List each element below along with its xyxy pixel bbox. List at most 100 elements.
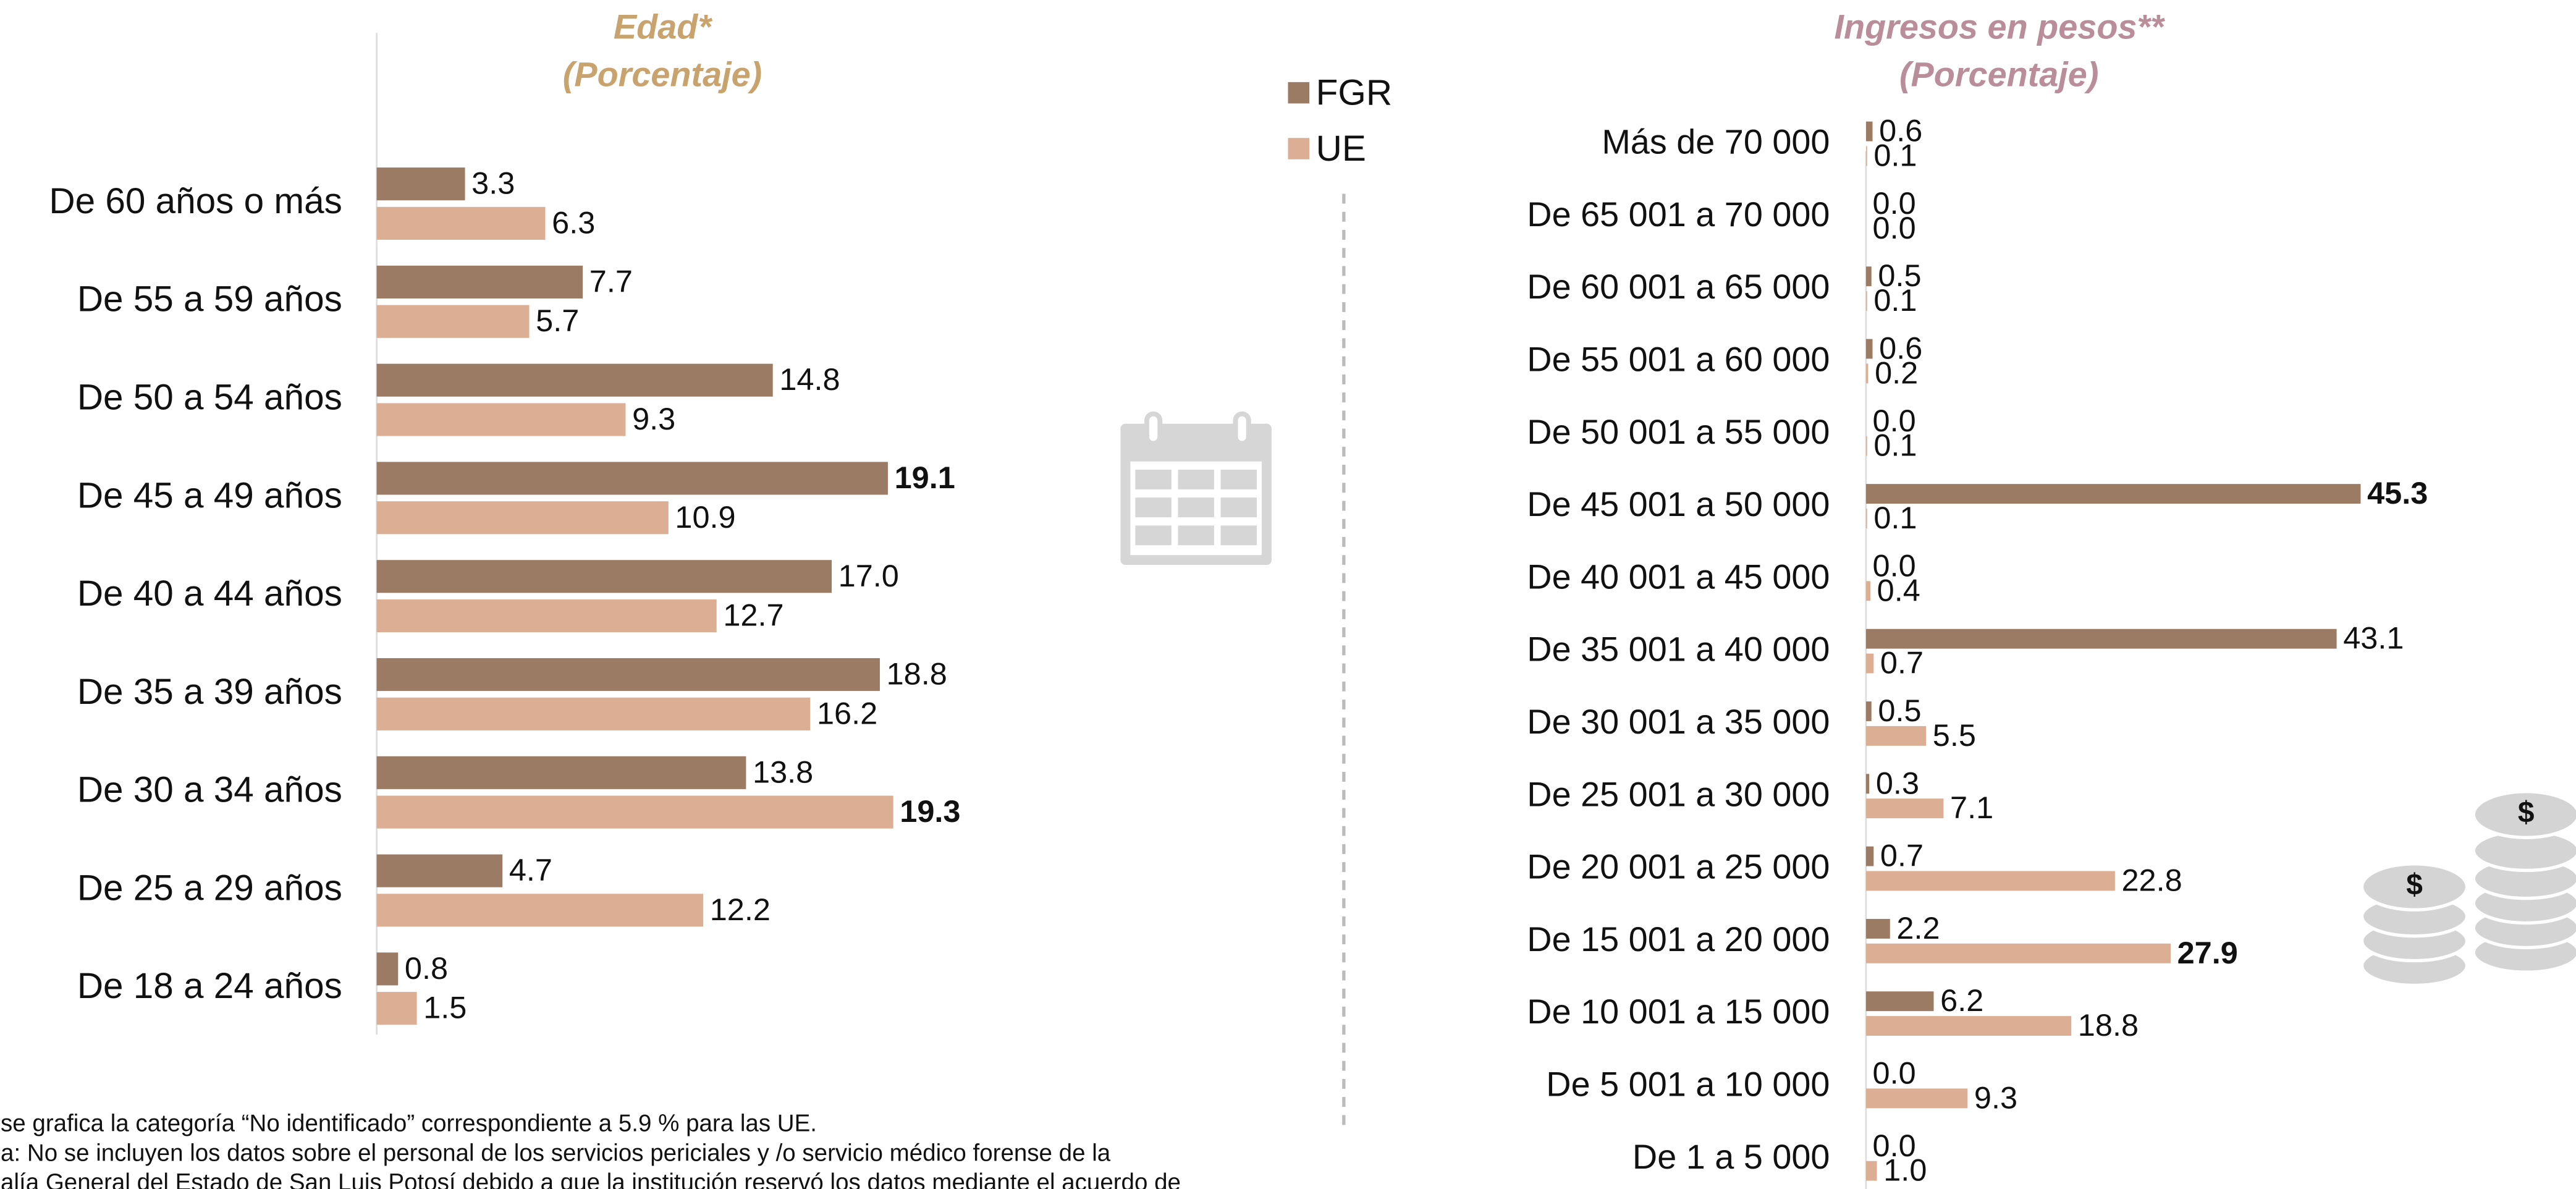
bar <box>1865 943 2171 963</box>
category-label: Más de 70 000 <box>1602 122 1830 161</box>
category-label: De 10 001 a 15 000 <box>1527 992 1830 1031</box>
category-label: De 35 a 39 años <box>77 672 342 712</box>
bar <box>1865 266 1872 287</box>
value-label: 0.7 <box>1880 645 1924 680</box>
bar <box>376 462 888 495</box>
category-label: De 45 001 a 50 000 <box>1527 484 1830 523</box>
value-label: 9.3 <box>632 401 675 436</box>
value-label: 7.7 <box>589 263 633 298</box>
bar <box>376 697 811 730</box>
bar <box>1865 363 1869 384</box>
value-label: 12.2 <box>710 892 771 927</box>
category-label: De 30 a 34 años <box>77 770 342 810</box>
legend-swatch <box>1288 82 1310 104</box>
bar <box>376 501 669 535</box>
category-label: De 45 a 49 años <box>77 475 342 515</box>
value-label: 0.5 <box>1878 258 1921 293</box>
category-label: De 55 a 59 años <box>77 279 342 319</box>
value-label: 0.1 <box>1873 282 1917 318</box>
bar <box>1865 291 1867 311</box>
chart-title: Ingresos en pesos** <box>1834 7 2165 46</box>
value-label: 0.8 <box>405 950 448 986</box>
bar <box>1865 991 1934 1012</box>
value-label: 6.2 <box>1940 983 1983 1018</box>
legend-swatch <box>1288 138 1310 159</box>
value-label: 0.2 <box>1875 355 1918 390</box>
value-label: 18.8 <box>2078 1007 2139 1043</box>
value-label: 6.3 <box>552 205 595 240</box>
bar <box>1865 436 1867 456</box>
value-label: 5.5 <box>1933 717 1976 753</box>
value-label: 0.3 <box>1876 765 1919 800</box>
value-label: 18.8 <box>887 656 947 692</box>
bar <box>1865 918 1890 939</box>
category-label: De 55 001 a 60 000 <box>1527 339 1830 378</box>
bar <box>1865 798 1944 819</box>
category-label: De 15 001 a 20 000 <box>1527 920 1830 958</box>
coins-icon: $ $ <box>2360 790 2576 988</box>
bar <box>376 992 417 1025</box>
bar <box>1865 509 1867 528</box>
bar <box>1865 628 2337 649</box>
bar <box>1865 484 2361 504</box>
value-label: 7.1 <box>1950 790 1993 825</box>
bar <box>1865 871 2115 891</box>
bar <box>376 599 717 633</box>
bar <box>376 560 832 593</box>
bar <box>1865 726 1927 746</box>
value-label: 1.0 <box>1883 1153 1927 1188</box>
value-label: 0.0 <box>1873 210 1916 245</box>
category-label: De 35 001 a 40 000 <box>1527 630 1830 669</box>
value-label: 13.8 <box>753 754 813 789</box>
bar <box>376 265 583 298</box>
category-label: De 50 a 54 años <box>77 378 342 418</box>
category-label: De 5 001 a 10 000 <box>1546 1064 1830 1103</box>
bar <box>1865 581 1870 601</box>
value-label: 2.2 <box>1896 910 1940 946</box>
bar <box>376 952 399 986</box>
chart-title: Edad* <box>614 7 712 46</box>
value-label: 22.8 <box>2121 862 2182 897</box>
value-label: 0.0 <box>1873 403 1916 438</box>
category-label: De 25 001 a 30 000 <box>1527 774 1830 813</box>
value-label: 1.5 <box>423 990 467 1025</box>
bar <box>1865 121 1873 142</box>
category-label: De 40 001 a 45 000 <box>1527 557 1830 596</box>
value-label: 0.1 <box>1873 428 1917 463</box>
value-label: 0.7 <box>1880 838 1924 873</box>
category-label: De 65 001 a 70 000 <box>1527 195 1830 234</box>
bar <box>376 167 465 201</box>
value-label: 27.9 <box>2177 935 2238 970</box>
bar <box>1865 339 1873 359</box>
value-label: 5.7 <box>536 303 579 338</box>
value-label: 0.0 <box>1873 1128 1916 1163</box>
value-label: 0.6 <box>1879 113 1922 148</box>
category-label: De 18 a 24 años <box>77 966 342 1006</box>
footnote: se grafica la categoría “No identificado… <box>1 1111 817 1137</box>
category-label: De 20 001 a 25 000 <box>1527 847 1830 886</box>
value-label: 0.6 <box>1879 330 1922 365</box>
chart-subtitle: (Porcentaje) <box>1899 55 2098 94</box>
value-label: 16.2 <box>817 695 877 730</box>
bar <box>376 206 546 240</box>
bar <box>376 363 773 397</box>
value-label: 17.0 <box>838 558 899 593</box>
bar <box>376 403 626 436</box>
category-label: De 40 a 44 años <box>77 573 342 614</box>
legend-label: FGR <box>1316 73 1392 113</box>
value-label: 45.3 <box>2367 475 2428 510</box>
bar <box>376 854 503 887</box>
footnote: alía General del Estado de San Luis Poto… <box>1 1169 1181 1189</box>
value-label: 0.5 <box>1878 693 1921 728</box>
bar <box>1865 1088 1968 1109</box>
bar <box>376 305 530 338</box>
value-label: 0.4 <box>1877 572 1920 607</box>
bar <box>1865 701 1872 721</box>
value-label: 3.3 <box>471 166 515 201</box>
category-label: De 30 001 a 35 000 <box>1527 702 1830 741</box>
bar <box>1865 846 1874 866</box>
bar <box>376 658 880 692</box>
value-label: 0.0 <box>1873 1056 1916 1091</box>
